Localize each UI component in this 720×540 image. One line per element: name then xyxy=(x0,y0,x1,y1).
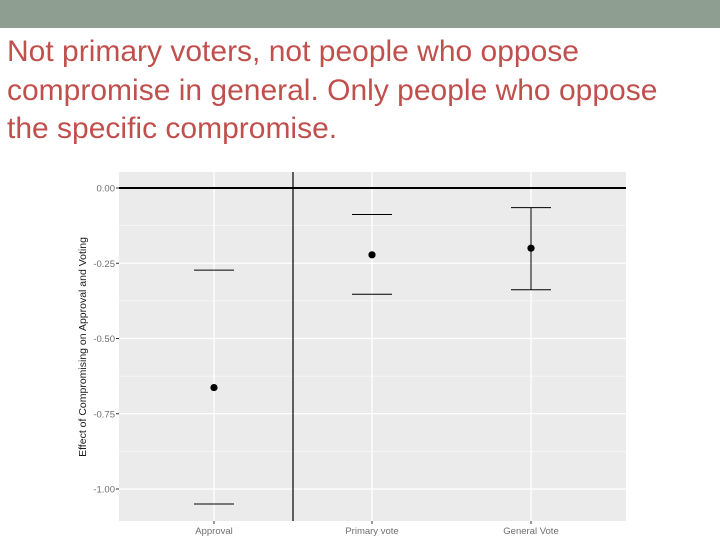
x-axis-ticks: Approval Primary vote General Vote xyxy=(195,521,559,537)
y-tick-label: -0.25 xyxy=(93,259,115,270)
estimate-point xyxy=(210,383,218,392)
estimate-point xyxy=(527,244,535,252)
y-tick-label: -0.50 xyxy=(93,334,115,345)
y-tick-label: 0.00 xyxy=(97,184,116,195)
x-tick-label: Approval xyxy=(195,526,233,537)
estimate-point xyxy=(368,251,376,259)
x-tick-label: General Vote xyxy=(503,526,558,537)
y-tick-label: -0.75 xyxy=(93,409,115,420)
slide-title: Not primary voters, not people who oppos… xyxy=(7,35,658,145)
data-marks xyxy=(194,207,551,505)
x-tick-label: Primary vote xyxy=(345,526,398,537)
top-accent-bar xyxy=(0,0,720,28)
y-tick-label: -1.00 xyxy=(93,485,115,496)
y-axis-title: Effect of Compromising on Approval and V… xyxy=(77,237,89,457)
y-axis-ticks: 0.00 -0.25 -0.50 -0.75 -1.00 xyxy=(93,184,119,496)
